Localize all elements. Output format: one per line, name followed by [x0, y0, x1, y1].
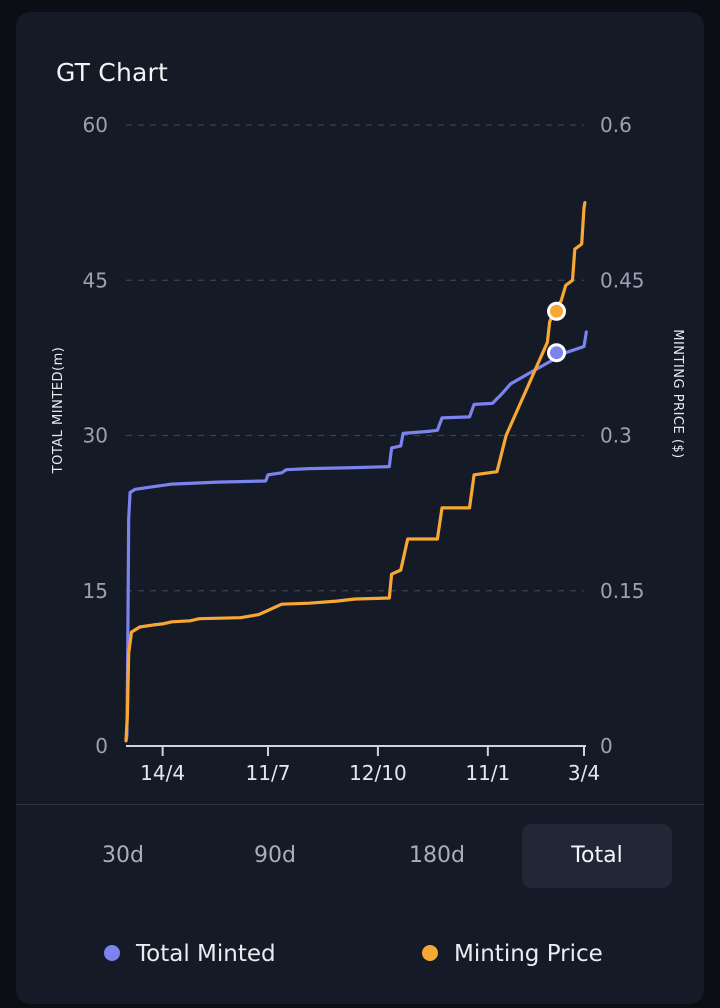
- gt-chart-card: GT Chart 60 45 30 15 0 0.6 0.45 0.3 0.15 0 TOTAL…: [16, 12, 704, 1004]
- left-tick-label: 0: [95, 734, 108, 758]
- left-axis-ticks: 60 45 30 15 0: [83, 113, 108, 758]
- x-tick-label: 3/4: [568, 761, 600, 785]
- legend-dot-minted-icon: [104, 944, 120, 961]
- right-tick-label: 0.3: [600, 424, 632, 448]
- series-line-total-minted: [124, 330, 588, 743]
- chart-series: [124, 201, 588, 743]
- marker-total-minted[interactable]: [547, 343, 567, 363]
- tab-180d[interactable]: 180d: [409, 843, 465, 868]
- range-tabs: 30d 90d 180d Total: [16, 824, 704, 890]
- divider: [16, 804, 704, 805]
- gt-chart: 60 45 30 15 0 0.6 0.45 0.3 0.15 0 TOTAL MINTED(m…: [51, 113, 685, 785]
- right-axis-ticks: 0.6 0.45 0.3 0.15 0: [600, 113, 645, 758]
- right-tick-label: 0.45: [600, 268, 645, 292]
- marker-minting-price[interactable]: [547, 301, 567, 321]
- x-tick-label: 11/1: [465, 761, 510, 785]
- series-line-minting-price: [124, 201, 587, 743]
- legend-label-price: Minting Price: [454, 941, 603, 967]
- right-tick-label: 0.15: [600, 579, 645, 603]
- right-tick-label: 0: [600, 734, 613, 758]
- tab-30d[interactable]: 30d: [102, 843, 144, 868]
- x-tick-label: 11/7: [246, 761, 291, 785]
- x-tick-label: 14/4: [140, 761, 185, 785]
- left-tick-label: 60: [83, 113, 108, 137]
- left-tick-label: 30: [83, 424, 108, 448]
- x-axis-ticks: 14/4 11/7 12/10 11/1 3/4: [140, 746, 600, 785]
- tab-total[interactable]: Total: [522, 824, 672, 888]
- right-axis-label: MINTING PRICE ($): [670, 329, 685, 459]
- legend-dot-price-icon: [422, 944, 438, 961]
- left-tick-label: 15: [83, 579, 108, 603]
- tab-90d[interactable]: 90d: [254, 843, 296, 868]
- chart-markers: [547, 301, 567, 363]
- right-tick-label: 0.6: [600, 113, 632, 137]
- chart-title: GT Chart: [56, 58, 169, 87]
- legend-label-minted: Total Minted: [136, 941, 276, 967]
- left-tick-label: 45: [83, 268, 108, 292]
- legend-item-minting-price[interactable]: Minting Price: [422, 934, 603, 974]
- chart-legend: Total Minted Minting Price: [16, 934, 704, 974]
- legend-item-total-minted[interactable]: Total Minted: [104, 934, 276, 974]
- left-axis-label: TOTAL MINTED(m): [51, 347, 66, 475]
- grid-lines: [126, 124, 584, 592]
- x-tick-label: 12/10: [349, 761, 407, 785]
